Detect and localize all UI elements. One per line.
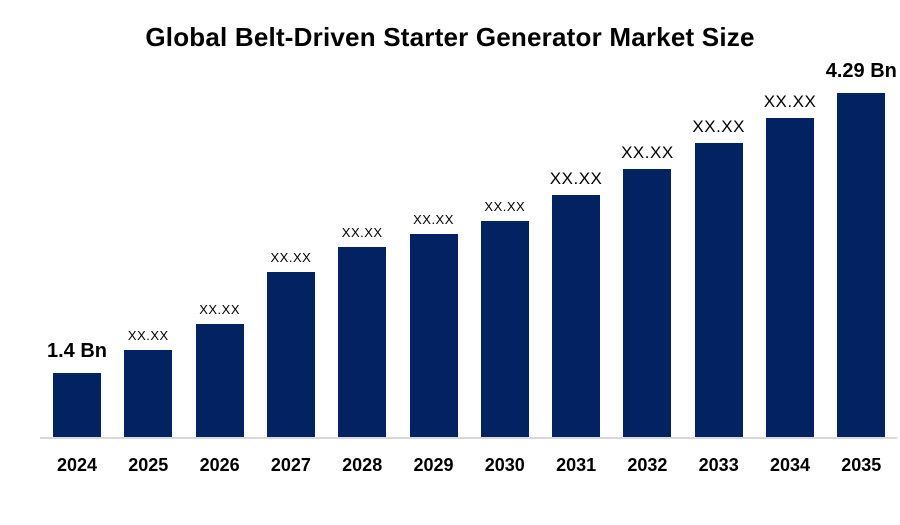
x-axis-label-2030: 2030 [484,455,525,475]
bar-2031 [552,195,601,438]
bar-2028 [338,247,387,438]
bar-value-label-2030: XX.XX [484,199,526,214]
x-axis-label-2035: 2035 [841,455,882,475]
x-axis-label-2027: 2027 [270,455,311,475]
x-axis-label-2028: 2028 [342,455,383,475]
bar-2025 [124,350,173,438]
bar-value-label-2033: XX.XX [692,117,745,136]
bar-2034 [766,118,814,438]
bar-value-label-2028: XX.XX [341,225,383,240]
bar-2024 [53,373,101,438]
bar-2033 [694,143,743,438]
x-axis-label-2033: 2033 [698,455,739,475]
bar-value-label-2026: XX.XX [199,302,240,317]
x-axis-label-2031: 2031 [556,455,597,475]
bar-2032 [623,169,672,438]
bar-2027 [266,272,315,438]
x-axis-label-2034: 2034 [769,455,811,475]
bar-value-label-2027: XX.XX [270,250,312,265]
x-axis-label-2024: 2024 [56,455,98,475]
bar-value-label-2029: XX.XX [413,212,454,227]
bar-value-label-2035: 4.29 Bn [825,60,897,82]
bar-value-label-2032: XX.XX [621,143,674,162]
x-axis-label-2029: 2029 [413,455,454,475]
x-axis-label-2026: 2026 [199,455,240,475]
x-axis-label-2032: 2032 [627,455,668,475]
bar-value-label-2025: XX.XX [127,328,169,343]
bar-value-label-2034: XX.XX [763,92,817,111]
chart-title: Global Belt-Driven Starter Generator Mar… [145,22,755,52]
bar-2026 [195,324,244,438]
bar-2035 [837,93,886,438]
x-axis-label-2025: 2025 [128,455,169,475]
bar-value-label-2031: XX.XX [549,169,603,188]
bar-2030 [480,221,529,438]
x-axis-line [40,437,897,439]
bar-value-label-2024: 1.4 Bn [46,340,108,362]
bar-2029 [409,234,458,438]
